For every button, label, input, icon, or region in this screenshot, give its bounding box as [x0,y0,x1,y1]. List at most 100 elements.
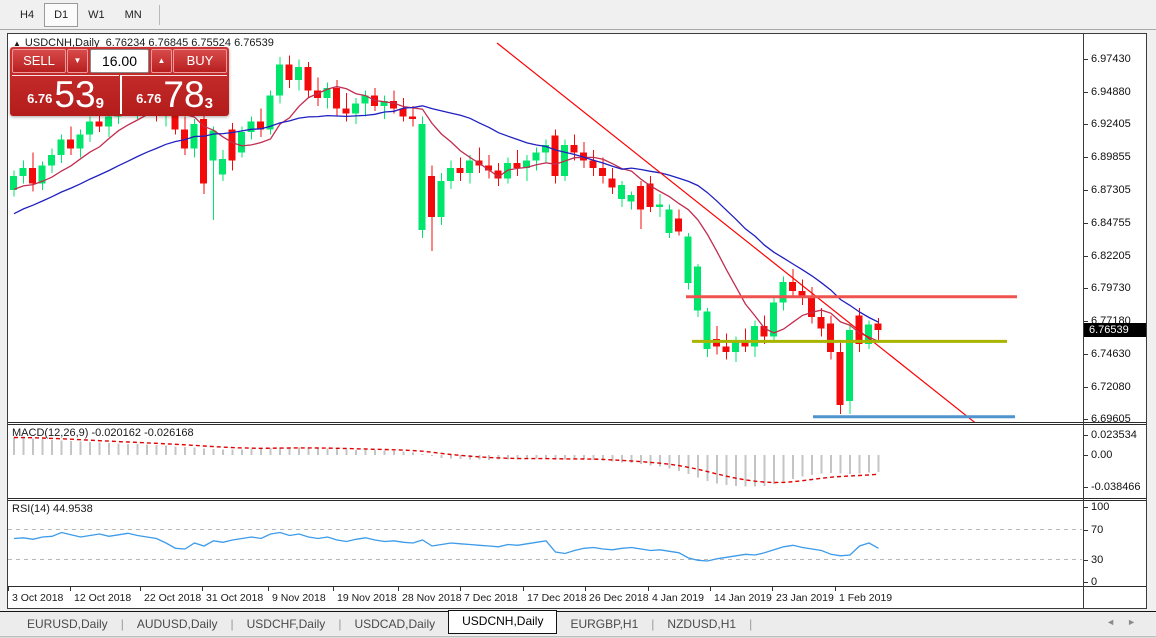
symbol-tab-usdchf-daily[interactable]: USDCHF,Daily [246,616,326,631]
sell-price-display[interactable]: 6.76 53 9 [12,75,119,114]
trade-panel-controls: SELL ▼ 16.00 ▲ BUY [10,47,229,73]
bull-candle-body [323,87,331,99]
bull-candle-body [447,168,454,182]
main-price-pane[interactable]: ▲ USDCNH,Daily 6.76234 6.76845 6.75524 6.… [8,34,1146,422]
time-axis-tick [202,587,203,591]
tab-separator: | [120,616,124,631]
time-axis-label: 28 Nov 2018 [402,592,462,604]
bear-candle-body [741,341,749,347]
buy-price-display[interactable]: 6.76 78 3 [120,75,227,114]
time-axis-label: 4 Jan 2019 [652,592,704,604]
chart-window[interactable]: ▲ USDCNH,Daily 6.76234 6.76845 6.75524 6.… [7,33,1147,609]
volume-input[interactable]: 16.00 [90,49,149,73]
buy-price-big: 78 [163,74,205,115]
symbol-tab-usdcnh-daily[interactable]: USDCNH,Daily [448,610,558,634]
volume-increase-button[interactable]: ▲ [151,49,172,73]
window-bottom-edge [0,636,1156,638]
bull-candle-body [38,165,46,184]
symbol-tab-usdcad-daily[interactable]: USDCAD,Daily [354,616,436,631]
bull-candle-body [10,175,17,191]
bull-candle-body [618,184,625,200]
bear-candle-body [722,346,730,352]
bear-candle-body [589,160,597,169]
bull-candle-body [105,116,112,127]
bull-candle-body [532,152,540,161]
one-click-trading-panel: SELL ▼ 16.00 ▲ BUY 6.76 53 9 6.76 78 3 [10,47,229,116]
time-axis-tick [710,587,711,591]
buy-price-pip: 3 [204,95,213,112]
bear-candle-body [390,100,397,109]
bear-candle-body [428,175,435,218]
symbol-tab-eurgbp-h1[interactable]: EURGBP,H1 [570,616,639,631]
sell-price-big: 53 [54,74,96,115]
time-axis-label: 17 Dec 2018 [527,592,587,604]
bull-candle-body [846,329,853,401]
time-axis-tick [8,587,9,591]
bull-candle-body [19,168,27,176]
bull-candle-body [665,209,673,233]
bear-candle-body [485,165,492,171]
bull-candle-body [380,100,388,106]
time-axis-label: 3 Oct 2018 [12,592,64,604]
bull-candle-body [684,236,692,284]
bear-candle-body [409,116,416,119]
time-axis-tick [333,587,334,591]
bull-candle-body [352,103,359,114]
bull-candle-body [561,144,568,176]
collapse-icon[interactable]: ▲ [13,39,21,48]
bull-candle-body [219,159,226,175]
bull-candle-body [751,325,758,347]
tab-scroll-buttons: ◄► [1106,617,1148,627]
symbol-tab-nzdusd-h1[interactable]: NZDUSD,H1 [667,616,737,631]
sell-button[interactable]: SELL [12,49,66,73]
volume-decrease-button[interactable]: ▼ [67,49,88,73]
bear-candle-body [798,290,806,298]
descending-trendline[interactable] [496,42,978,422]
pane-divider[interactable] [8,498,1146,501]
bull-candle-body [48,155,55,166]
bear-candle-body [580,152,587,161]
bull-candle-body [209,130,217,161]
time-axis-label: 26 Dec 2018 [589,592,649,604]
sell-price-prefix: 6.76 [27,91,53,106]
symbol-tab-audusd-daily[interactable]: AUDUSD,Daily [136,616,218,631]
bear-candle-body [67,139,74,149]
symbol-tab-bar: EURUSD,Daily | AUDUSD,Daily | USDCHF,Daily | U… [0,610,1156,635]
bull-candle-body [276,64,283,96]
bear-candle-body [599,168,606,176]
tab-scroll-left-icon[interactable]: ◄ [1106,617,1128,627]
period-tab-w1[interactable]: W1 [88,8,105,21]
period-tab-mn[interactable]: MN [124,8,142,21]
bear-candle-body [817,316,825,329]
bear-candle-body [608,178,616,188]
buy-button[interactable]: BUY [173,49,227,73]
time-axis-tick [398,587,399,591]
rsi-indicator-pane[interactable]: RSI(14) 44.9538 [8,501,1146,586]
bull-candle-body [238,131,245,153]
bull-candle-body [76,134,84,149]
period-tab-d1[interactable]: D1 [44,2,79,27]
symbol-tab-eurusd-daily[interactable]: EURUSD,Daily [27,616,108,631]
period-tab-h4[interactable]: H4 [20,8,35,21]
bull-candle-body [437,181,445,218]
bear-candle-body [760,325,768,337]
bear-candle-body [342,108,350,114]
bull-candle-body [703,311,711,350]
buy-price-prefix: 6.76 [136,91,162,106]
bull-candle-body [865,324,872,345]
time-axis-tick [70,587,71,591]
pane-divider[interactable] [8,422,1146,425]
bear-candle-body [646,183,654,207]
tab-scroll-right-icon[interactable]: ► [1127,617,1148,627]
bull-candle-body [656,204,663,207]
time-axis-tick [460,587,461,591]
macd-signal-line [13,436,879,484]
time-axis-tick [835,587,836,591]
time-axis-label: 12 Oct 2018 [74,592,132,604]
ma-slow-line[interactable] [13,105,879,323]
ma-fast-line[interactable] [13,85,879,342]
time-axis[interactable]: 3 Oct 2018 12 Oct 2018 22 Oct 2018 31 Oct 2… [8,586,1146,608]
time-axis-label: 23 Jan 2019 [776,592,834,604]
macd-indicator-pane[interactable]: MACD(12,26,9) -0.020162 -0.026168 [8,425,1146,498]
bull-candle-body [266,95,274,130]
